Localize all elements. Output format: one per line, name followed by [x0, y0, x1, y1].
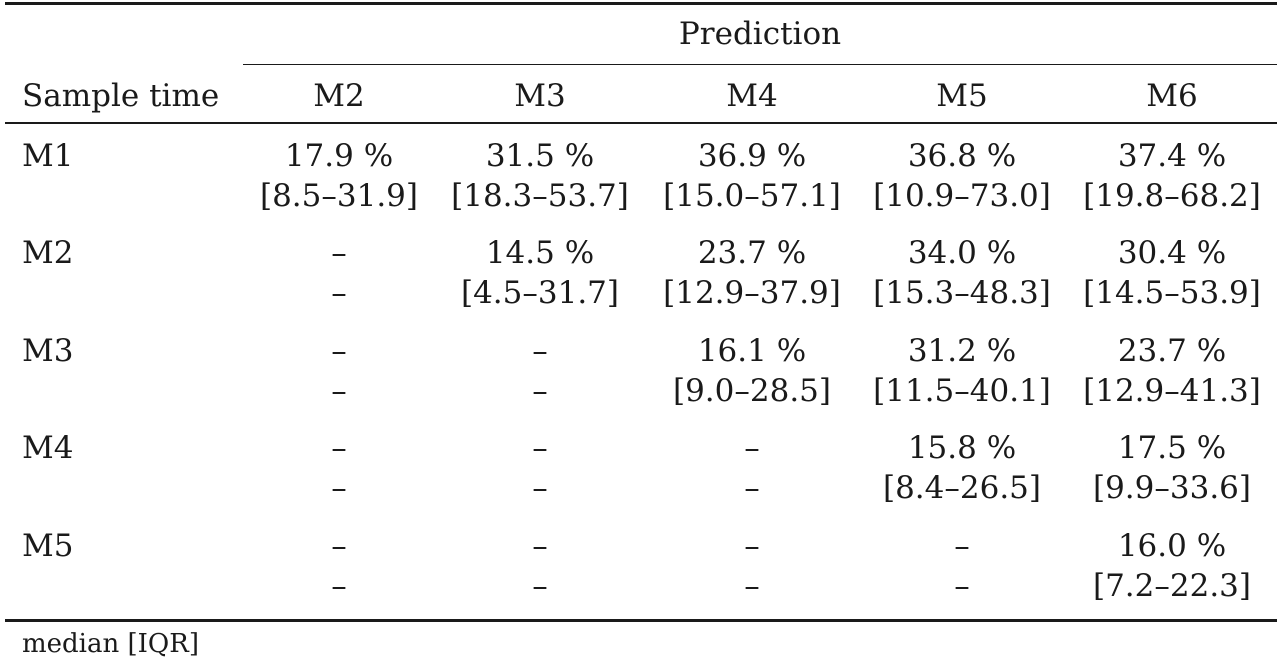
row-label: M4 — [22, 430, 74, 466]
cell-iqr: – — [331, 275, 347, 311]
cell-median: 36.9 % — [697, 138, 807, 174]
cell-median: – — [954, 528, 970, 564]
cell-median: – — [331, 333, 347, 369]
cell-median: 17.5 % — [1117, 430, 1227, 466]
cell-iqr: [9.9–33.6] — [1092, 470, 1252, 506]
row-label: M5 — [22, 528, 74, 564]
cell-iqr: – — [532, 568, 548, 604]
cell-median: – — [331, 235, 347, 271]
cell-iqr: – — [744, 568, 760, 604]
cell-iqr: – — [954, 568, 970, 604]
cell-median: – — [331, 430, 347, 466]
cell-median: – — [744, 430, 760, 466]
prediction-group-header: Prediction — [678, 16, 842, 52]
row-label: M2 — [22, 235, 74, 271]
column-header: M2 — [313, 78, 365, 114]
cell-iqr: – — [744, 470, 760, 506]
column-header: M5 — [936, 78, 988, 114]
cell-median: 15.8 % — [907, 430, 1017, 466]
cell-iqr: – — [331, 470, 347, 506]
top-rule — [5, 2, 1277, 5]
cell-iqr: [8.4–26.5] — [882, 470, 1042, 506]
cell-median: 31.2 % — [907, 333, 1017, 369]
cell-median: 16.1 % — [697, 333, 807, 369]
row-label: M1 — [22, 138, 74, 174]
cell-median: 16.0 % — [1117, 528, 1227, 564]
cell-median: 37.4 % — [1117, 138, 1227, 174]
cell-iqr: [9.0–28.5] — [672, 373, 832, 409]
cell-iqr: [10.9–73.0] — [873, 178, 1051, 214]
cell-median: 34.0 % — [907, 235, 1017, 271]
table-footnote: median [IQR] — [22, 629, 199, 659]
cell-iqr: [19.8–68.2] — [1083, 178, 1261, 214]
cell-median: – — [532, 333, 548, 369]
header-rule — [5, 122, 1277, 124]
cell-iqr: [18.3–53.7] — [451, 178, 629, 214]
cell-median: 23.7 % — [1117, 333, 1227, 369]
cell-iqr: [11.5–40.1] — [873, 373, 1051, 409]
cell-iqr: – — [331, 568, 347, 604]
cell-iqr: – — [331, 373, 347, 409]
group-header-rule — [243, 64, 1277, 65]
cell-iqr: [4.5–31.7] — [460, 275, 620, 311]
cell-iqr: – — [532, 470, 548, 506]
cell-iqr: – — [532, 373, 548, 409]
cell-iqr: [7.2–22.3] — [1092, 568, 1252, 604]
cell-iqr: [8.5–31.9] — [259, 178, 419, 214]
bottom-rule — [5, 619, 1277, 622]
cell-median: – — [532, 430, 548, 466]
cell-median: 14.5 % — [485, 235, 595, 271]
cell-median: 30.4 % — [1117, 235, 1227, 271]
cell-median: 17.9 % — [284, 138, 394, 174]
column-header: M3 — [514, 78, 566, 114]
cell-median: – — [744, 528, 760, 564]
cell-iqr: [12.9–41.3] — [1083, 373, 1261, 409]
cell-iqr: [12.9–37.9] — [663, 275, 841, 311]
cell-median: 31.5 % — [485, 138, 595, 174]
column-header: M6 — [1146, 78, 1198, 114]
cell-median: 23.7 % — [697, 235, 807, 271]
sample-time-header: Sample time — [22, 78, 220, 114]
cell-median: – — [532, 528, 548, 564]
cell-median: 36.8 % — [907, 138, 1017, 174]
column-header: M4 — [726, 78, 778, 114]
cell-iqr: [15.3–48.3] — [873, 275, 1051, 311]
cell-median: – — [331, 528, 347, 564]
cell-iqr: [15.0–57.1] — [663, 178, 841, 214]
cell-iqr: [14.5–53.9] — [1083, 275, 1261, 311]
row-label: M3 — [22, 333, 74, 369]
